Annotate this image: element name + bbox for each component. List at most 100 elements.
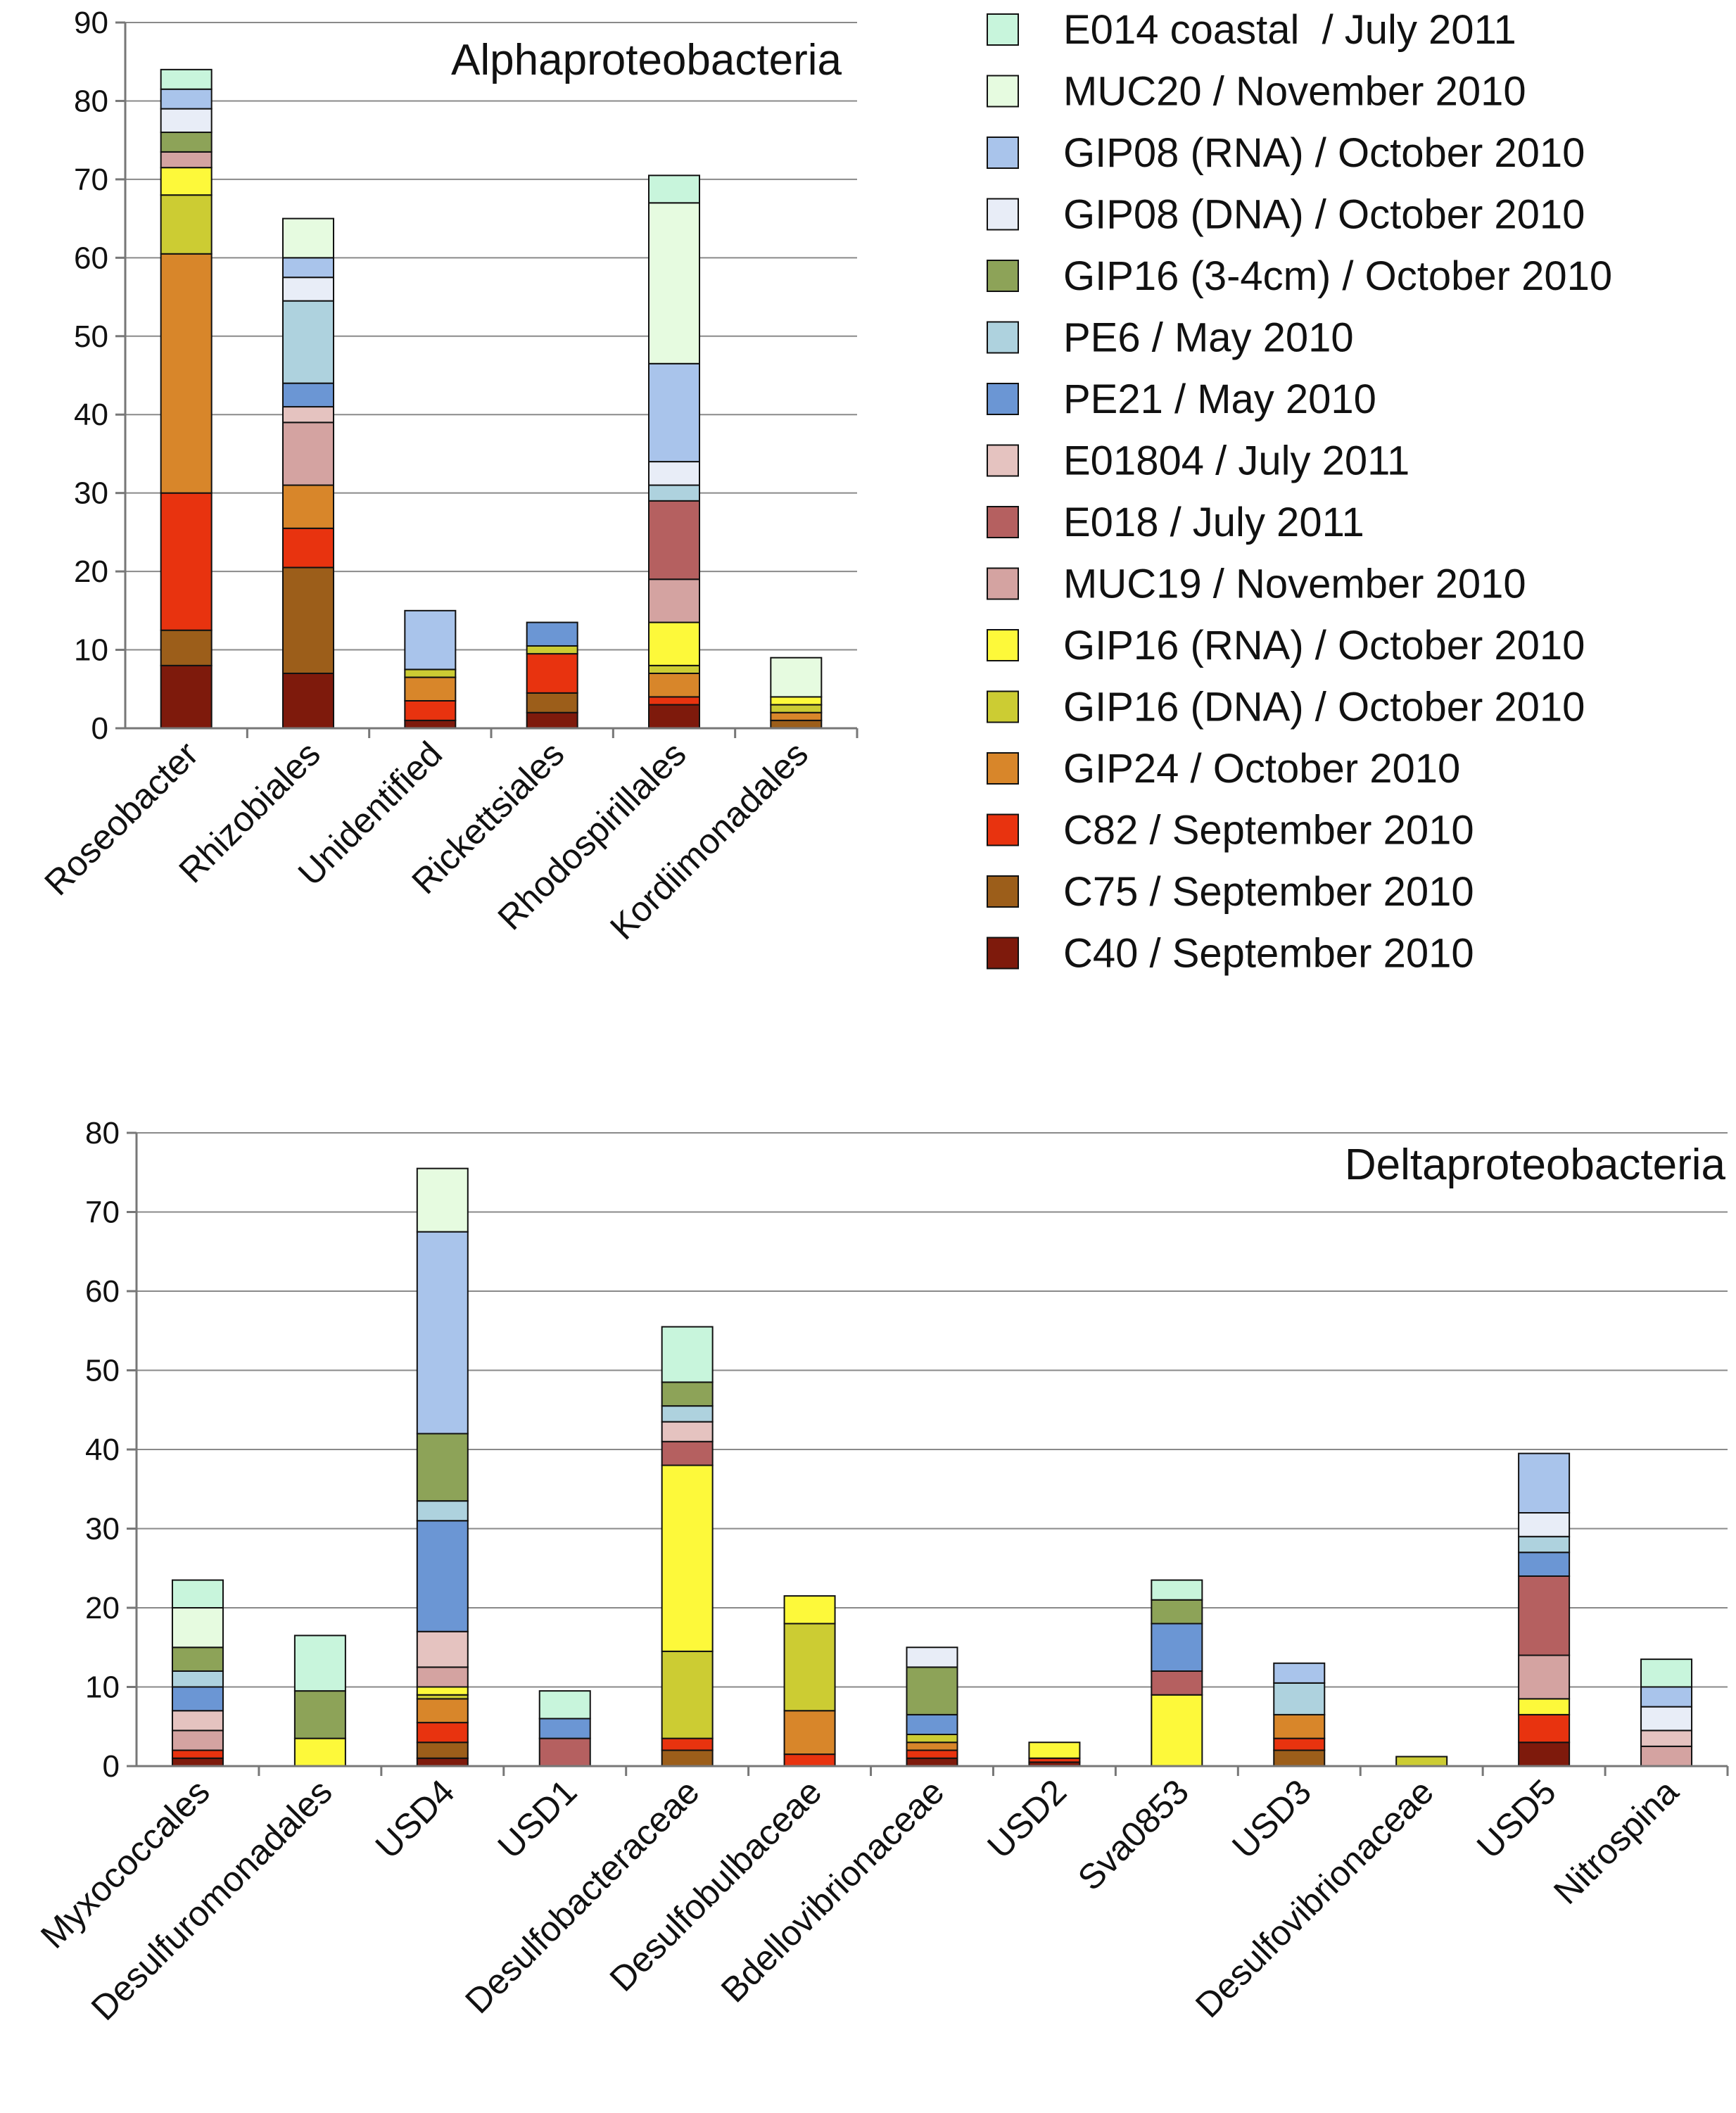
alpha-y-tick-label: 10 [74, 633, 108, 668]
delta-bar-segment [906, 1646, 958, 1668]
delta-bar-segment [416, 1231, 469, 1435]
legend-label: E014 coastal / July 2011 [1063, 7, 1516, 53]
legend-label: PE6 / May 2010 [1063, 315, 1354, 361]
delta-bar-segment [661, 1737, 714, 1751]
delta-bar-segment [416, 1630, 469, 1668]
delta-bar-segment [661, 1464, 714, 1652]
alpha-bar-segment [160, 194, 213, 255]
delta-category-label: USD3 [1224, 1772, 1319, 1866]
delta-bar-segment [906, 1757, 958, 1767]
alpha-bar-segment [160, 151, 213, 169]
legend-swatch [987, 444, 1019, 477]
delta-bar-segment [416, 1722, 469, 1744]
delta-bar-segment [416, 1698, 469, 1724]
delta-bar-segment [171, 1757, 224, 1767]
delta-bar-segment [906, 1749, 958, 1759]
legend-label: MUC20 / November 2010 [1063, 69, 1526, 115]
alpha-bar-segment [648, 696, 700, 706]
alpha-bar-segment [282, 566, 334, 674]
alpha-chart-title: Alphaproteobacteria [451, 36, 842, 84]
delta-category-label: USD2 [980, 1772, 1074, 1866]
legend-swatch [987, 506, 1019, 538]
delta-bar-segment [1518, 1552, 1571, 1577]
delta-y-tick-label: 10 [85, 1670, 120, 1705]
alpha-bar-segment [160, 629, 213, 666]
delta-bar-segment [1518, 1654, 1571, 1700]
delta-bar-segment [293, 1737, 346, 1767]
delta-category-label: Nitrospina [1546, 1772, 1686, 1912]
delta-bar-segment [783, 1623, 836, 1712]
delta-bar-segment [293, 1635, 346, 1692]
delta-bar-segment [416, 1433, 469, 1502]
alpha-bar-segment [648, 202, 700, 364]
alpha-y-tick-label: 80 [74, 84, 108, 118]
alpha-bar-segment [282, 217, 334, 259]
delta-bar-segment [1151, 1694, 1203, 1767]
delta-bar-segment [1518, 1535, 1571, 1554]
delta-category-label: Desulfobacteraceae [457, 1772, 707, 2021]
delta-bar-segment [416, 1500, 469, 1522]
legend-label: E01804 / July 2011 [1063, 438, 1409, 484]
delta-category-label: USD1 [490, 1772, 585, 1866]
alpha-bar-segment [160, 68, 213, 90]
alpha-bar-segment [526, 711, 578, 730]
alpha-bar-segment [404, 719, 457, 729]
alpha-bar-segment [282, 421, 334, 486]
alpha-bar-segment [770, 719, 823, 729]
delta-bar-segment [783, 1753, 836, 1767]
delta-bar-segment [783, 1595, 836, 1625]
delta-category-label: Sva0853 [1070, 1772, 1196, 1898]
legend-swatch [987, 937, 1019, 970]
delta-bar-segment [1518, 1713, 1571, 1744]
legend-label: GIP24 / October 2010 [1063, 746, 1460, 792]
delta-bar-segment [416, 1167, 469, 1233]
delta-bar-segment [1273, 1682, 1326, 1715]
delta-bar-segment [1151, 1599, 1203, 1625]
delta-category-label: Desulfuromonadales [84, 1772, 340, 2028]
legend-swatch [987, 137, 1019, 169]
delta-bar-segment [906, 1741, 958, 1751]
alpha-y-tick-label: 20 [74, 554, 108, 589]
delta-bar-segment [661, 1421, 714, 1442]
legend-swatch [987, 260, 1019, 292]
alpha-bar-segment [648, 362, 700, 463]
legend-label: GIP08 (DNA) / October 2010 [1063, 192, 1585, 238]
alpha-gridlines [125, 22, 857, 651]
delta-bar-segment [783, 1710, 836, 1756]
delta-bar-segment [416, 1520, 469, 1632]
alpha-bar-segment [282, 527, 334, 569]
delta-bar-segment [1518, 1698, 1571, 1715]
alpha-bar-segment [160, 664, 213, 729]
alpha-bar-segment [526, 653, 578, 694]
legend-label: GIP16 (DNA) / October 2010 [1063, 685, 1585, 730]
alpha-bar-segment [282, 406, 334, 424]
delta-bar-segment [416, 1666, 469, 1688]
delta-bar-segment [1518, 1741, 1571, 1767]
legend-label: GIP16 (RNA) / October 2010 [1063, 623, 1585, 668]
delta-bar-segment [171, 1749, 224, 1759]
delta-bar-segment [538, 1737, 591, 1767]
delta-category-label: Desulfobulbaceae [602, 1772, 830, 1999]
alpha-bar-segment [404, 609, 457, 671]
alpha-bar-segment [770, 711, 823, 721]
legend-swatch [987, 813, 1019, 846]
delta-bar-segment [1518, 1452, 1571, 1514]
delta-x-tick-marks [258, 1766, 1729, 1776]
delta-bar-segment [906, 1734, 958, 1744]
delta-bar-segment [171, 1579, 224, 1608]
legend-swatch [987, 383, 1019, 415]
alpha-bar-segment [648, 704, 700, 729]
alpha-bar-segment [282, 484, 334, 529]
legend-swatch [987, 321, 1019, 354]
delta-bar-segment [171, 1607, 224, 1649]
delta-bar-segment [1640, 1706, 1693, 1732]
alpha-x-tick-marks [246, 728, 859, 738]
alpha-bars [160, 68, 823, 730]
delta-bar-segment [538, 1718, 591, 1739]
legend-label: C40 / September 2010 [1063, 931, 1474, 977]
delta-bar-segment [661, 1749, 714, 1767]
alpha-bar-segment [404, 699, 457, 721]
